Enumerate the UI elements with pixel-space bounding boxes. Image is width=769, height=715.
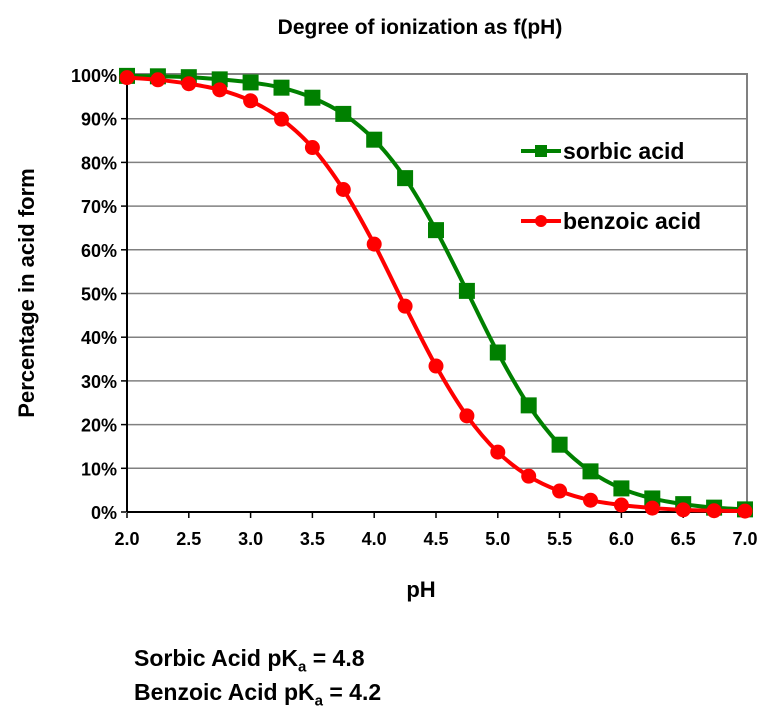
x-tick-label: 4.5 <box>423 529 448 549</box>
data-point-benzoic-acid <box>428 358 444 374</box>
data-point-sorbic-acid <box>613 480 630 497</box>
data-point-benzoic-acid <box>737 503 753 519</box>
x-tick-label: 3.0 <box>238 529 263 549</box>
data-point-sorbic-acid <box>366 131 383 148</box>
data-point-benzoic-acid <box>150 72 166 88</box>
data-point-benzoic-acid <box>335 181 351 197</box>
y-tick-label: 50% <box>81 285 117 305</box>
data-point-benzoic-acid <box>243 93 259 109</box>
x-tick-label: 3.5 <box>300 529 325 549</box>
data-point-sorbic-acid <box>335 105 352 122</box>
data-point-benzoic-acid <box>181 76 197 92</box>
data-point-benzoic-acid <box>397 298 413 314</box>
data-point-benzoic-acid <box>274 111 289 127</box>
y-tick-label: 70% <box>81 197 117 217</box>
legend-marker-benzoic <box>535 215 547 227</box>
data-point-benzoic-acid <box>366 236 382 252</box>
y-tick-label: 20% <box>81 416 117 436</box>
x-tick-label: 5.0 <box>485 529 510 549</box>
y-tick-label: 100% <box>71 66 117 86</box>
x-axis-label: pH <box>406 577 435 602</box>
data-point-sorbic-acid <box>242 74 259 91</box>
x-tick-labels: 2.0 2.5 3.0 3.5 4.0 4.5 5.0 5.5 6.0 6.5 7.0 <box>114 529 757 549</box>
y-tick-label: 90% <box>81 110 117 130</box>
y-tick-labels: 0% 10% 20% 30% 40% 50% 60% 70% 80% 90% 100% <box>71 66 117 523</box>
series-group <box>119 67 753 519</box>
legend: sorbic acid benzoic acid <box>521 138 701 234</box>
y-tick-label: 40% <box>81 328 117 348</box>
note-benzoic-prefix: Benzoic Acid pK <box>134 679 315 705</box>
x-tick-label: 5.5 <box>547 529 572 549</box>
x-tick-label: 6.0 <box>609 529 634 549</box>
data-point-sorbic-acid <box>211 71 228 88</box>
data-point-sorbic-acid <box>304 89 321 106</box>
x-tick-label: 7.0 <box>732 529 757 549</box>
data-point-benzoic-acid <box>119 70 135 86</box>
y-tick-label: 0% <box>91 503 117 523</box>
note-benzoic-pka: Benzoic Acid pKa = 4.2 <box>134 679 381 710</box>
note-sorbic-sub: a <box>298 658 307 676</box>
data-point-sorbic-acid <box>520 397 537 414</box>
data-point-benzoic-acid <box>552 483 568 499</box>
note-benzoic-suffix: = 4.2 <box>322 679 382 705</box>
data-point-benzoic-acid <box>706 503 722 519</box>
data-point-benzoic-acid <box>490 444 506 460</box>
data-point-sorbic-acid <box>458 282 475 299</box>
chart-title: Degree of ionization as f(pH) <box>278 16 563 39</box>
x-tick-label: 6.5 <box>671 529 696 549</box>
y-tick-label: 80% <box>81 153 117 173</box>
x-tick-label: 2.5 <box>176 529 201 549</box>
data-point-benzoic-acid <box>521 468 537 484</box>
gridlines <box>121 74 747 518</box>
data-point-sorbic-acid <box>582 463 599 480</box>
data-point-benzoic-acid <box>304 140 320 156</box>
y-tick-label: 30% <box>81 372 117 392</box>
data-point-sorbic-acid <box>397 170 414 187</box>
axes <box>126 74 747 513</box>
note-sorbic-prefix: Sorbic Acid pK <box>134 645 298 671</box>
data-point-sorbic-acid <box>551 436 568 453</box>
x-tick-label: 2.0 <box>114 529 139 549</box>
legend-label-benzoic: benzoic acid <box>563 208 701 234</box>
x-tick-label: 4.0 <box>362 529 387 549</box>
note-sorbic-pka: Sorbic Acid pKa = 4.8 <box>134 645 365 676</box>
legend-marker-sorbic <box>535 145 547 157</box>
legend-label-sorbic: sorbic acid <box>563 138 684 164</box>
data-point-sorbic-acid <box>428 222 444 239</box>
data-point-benzoic-acid <box>459 408 475 424</box>
data-point-sorbic-acid <box>273 79 290 96</box>
data-point-benzoic-acid <box>644 500 660 516</box>
data-point-benzoic-acid <box>583 492 598 508</box>
y-tick-label: 10% <box>81 459 117 479</box>
data-point-benzoic-acid <box>675 502 691 518</box>
note-sorbic-suffix: = 4.8 <box>306 645 365 671</box>
data-point-benzoic-acid <box>613 497 629 513</box>
data-point-sorbic-acid <box>489 344 506 361</box>
data-point-benzoic-acid <box>212 82 228 98</box>
y-axis-label: Percentage in acid form <box>14 168 39 417</box>
y-tick-label: 60% <box>81 241 117 261</box>
note-benzoic-sub: a <box>314 692 323 710</box>
